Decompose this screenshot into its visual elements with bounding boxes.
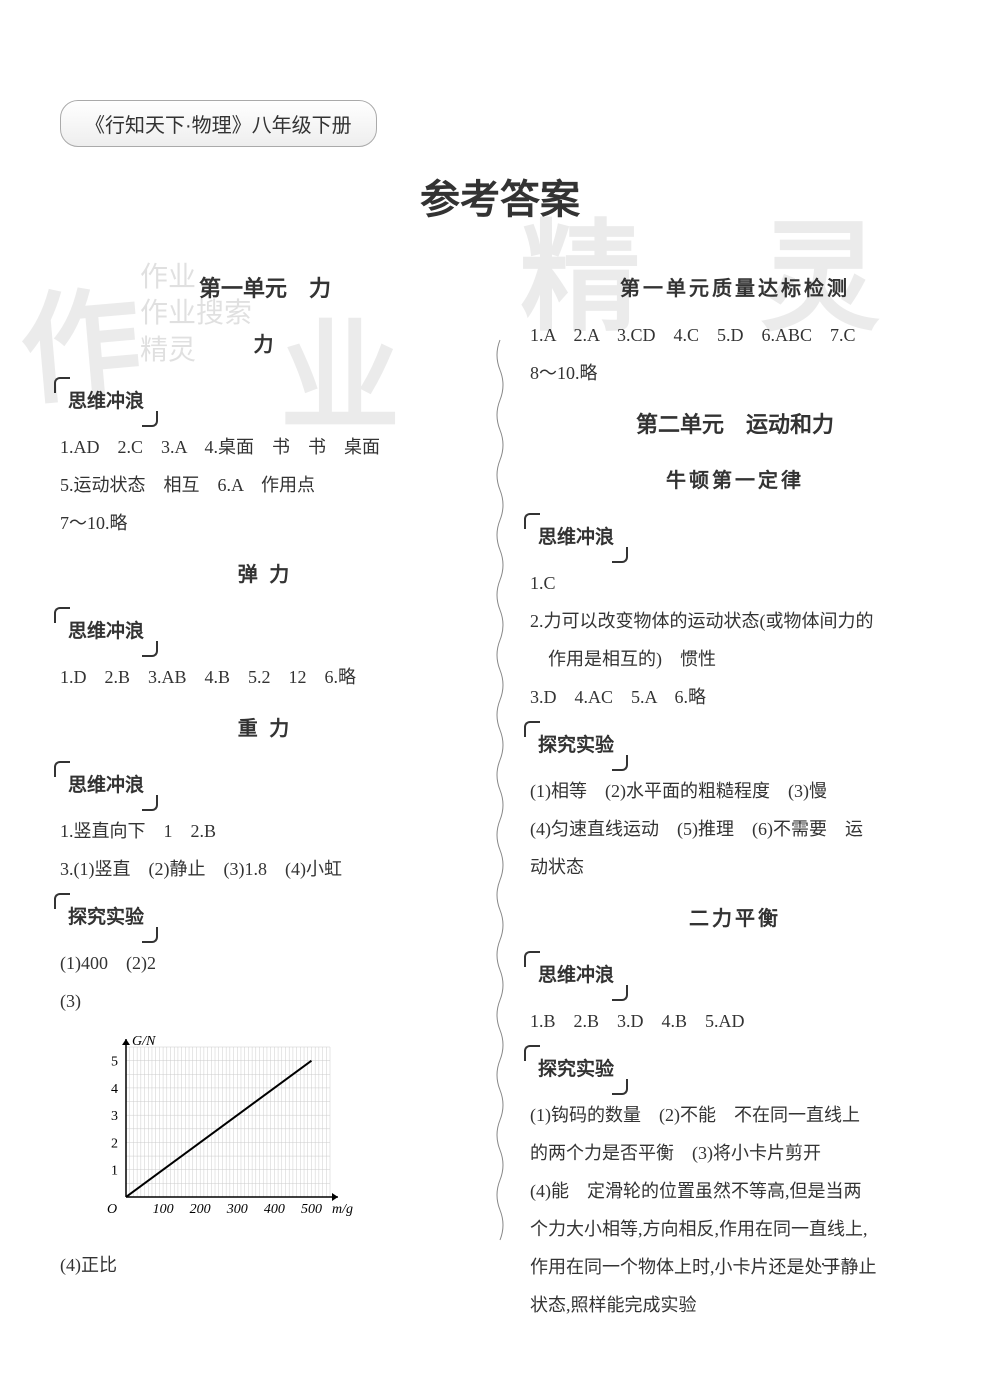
answer-text: (3) [60, 983, 470, 1019]
section-title: 二力平衡 [530, 899, 940, 939]
answer-text: 5.运动状态 相互 6.A 作用点 [60, 467, 470, 503]
answer-text: 2.力可以改变物体的运动状态(或物体间力的 [530, 603, 940, 639]
answer-text: 1.C [530, 565, 940, 601]
answer-text: 作用在同一个物体上时,小卡片还是处于静止 [530, 1249, 940, 1285]
answer-text: 3.D 4.AC 5.A 6.略 [530, 679, 940, 715]
columns: 第一单元 力 力 思维冲浪 1.AD 2.C 3.A 4.桌面 书 书 桌面 5… [60, 255, 940, 1325]
left-column: 第一单元 力 力 思维冲浪 1.AD 2.C 3.A 4.桌面 书 书 桌面 5… [60, 255, 470, 1325]
answer-text: 动状态 [530, 849, 940, 885]
svg-text:2: 2 [111, 1136, 118, 1151]
main-title: 参考答案 [60, 167, 940, 225]
svg-text:100: 100 [153, 1202, 174, 1217]
experiment-tag: 探究实验 [530, 725, 622, 767]
answer-text: 1.竖直向下 1 2.B [60, 813, 470, 849]
section-title: 弹 力 [60, 555, 470, 595]
svg-text:G/N: G/N [132, 1034, 156, 1049]
svg-text:200: 200 [190, 1202, 211, 1217]
thinking-tag: 思维冲浪 [530, 955, 622, 997]
answer-text: 1.AD 2.C 3.A 4.桌面 书 书 桌面 [60, 429, 470, 465]
unit-title: 第一单元 力 [60, 267, 470, 311]
answer-text: (4)能 定滑轮的位置虽然不等高,但是当两 [530, 1173, 940, 1209]
thinking-tag: 思维冲浪 [60, 611, 152, 653]
svg-text:3: 3 [111, 1109, 118, 1124]
page-content: 《行知天下·物理》八年级下册 参考答案 第一单元 力 力 思维冲浪 1.AD 2… [60, 100, 940, 1325]
svg-text:1: 1 [111, 1164, 118, 1179]
experiment-tag: 探究实验 [60, 897, 152, 939]
svg-text:300: 300 [226, 1202, 248, 1217]
experiment-tag: 探究实验 [530, 1049, 622, 1091]
answer-text: 1.D 2.B 3.AB 4.B 5.2 12 6.略 [60, 659, 470, 695]
page-number: · 1 · [820, 1254, 850, 1275]
unit-title: 第二单元 运动和力 [530, 403, 940, 447]
book-title: 《行知天下·物理》八年级下册 [60, 100, 377, 147]
column-divider [490, 255, 510, 1325]
answer-text: 个力大小相等,方向相反,作用在同一直线上, [530, 1211, 940, 1247]
thinking-tag: 思维冲浪 [530, 517, 622, 559]
svg-text:500: 500 [301, 1202, 322, 1217]
answer-text: (4)匀速直线运动 (5)推理 (6)不需要 运 [530, 811, 940, 847]
right-column: 第一单元质量达标检测 1.A 2.A 3.CD 4.C 5.D 6.ABC 7.… [530, 255, 940, 1325]
answer-text: (1)400 (2)2 [60, 945, 470, 981]
answer-text: 的两个力是否平衡 (3)将小卡片剪开 [530, 1135, 940, 1171]
gn-chart: 100 200 300 400 500 1 2 3 4 5 O G/N m/g [90, 1027, 470, 1239]
answer-text: 1.B 2.B 3.D 4.B 5.AD [530, 1003, 940, 1039]
svg-text:O: O [107, 1202, 117, 1217]
test-title: 第一单元质量达标检测 [530, 269, 940, 309]
thinking-tag: 思维冲浪 [60, 765, 152, 807]
answer-text: 8～10.略 [530, 355, 940, 391]
answer-text: (1)相等 (2)水平面的粗糙程度 (3)慢 [530, 773, 940, 809]
chart-svg: 100 200 300 400 500 1 2 3 4 5 O G/N m/g [90, 1027, 370, 1227]
section-title: 重 力 [60, 709, 470, 749]
answer-text: (1)钩码的数量 (2)不能 不在同一直线上 [530, 1097, 940, 1133]
answer-text: (4)正比 [60, 1247, 470, 1283]
svg-text:5: 5 [111, 1055, 118, 1070]
section-title: 力 [60, 325, 470, 365]
section-title: 牛顿第一定律 [530, 461, 940, 501]
answer-text: 3.(1)竖直 (2)静止 (3)1.8 (4)小虹 [60, 851, 470, 887]
svg-text:4: 4 [111, 1082, 118, 1097]
answer-text: 1.A 2.A 3.CD 4.C 5.D 6.ABC 7.C [530, 317, 940, 353]
thinking-tag: 思维冲浪 [60, 381, 152, 423]
svg-text:m/g: m/g [332, 1202, 353, 1217]
answer-text: 作用是相互的) 惯性 [530, 641, 940, 677]
svg-text:400: 400 [264, 1202, 285, 1217]
answer-text: 状态,照样能完成实验 [530, 1287, 940, 1323]
answer-text: 7～10.略 [60, 505, 470, 541]
